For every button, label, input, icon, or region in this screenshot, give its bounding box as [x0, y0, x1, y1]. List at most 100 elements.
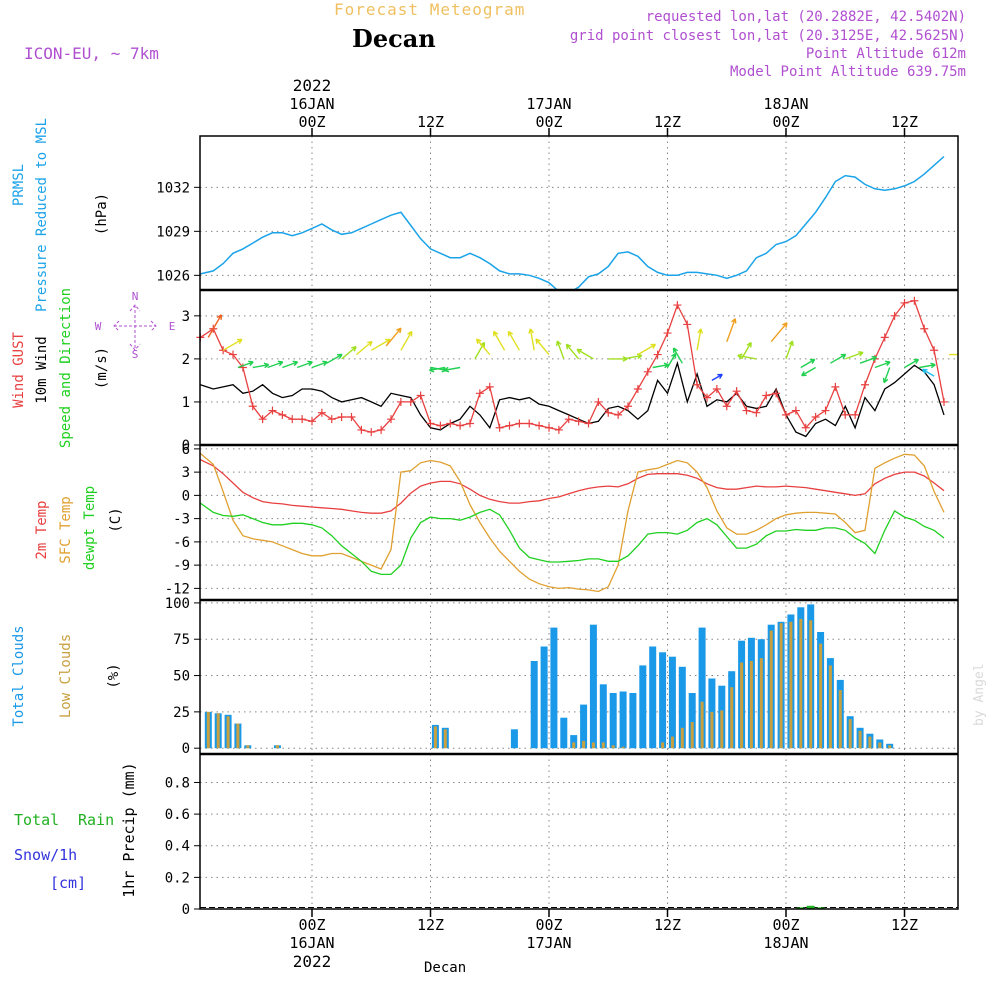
low-cloud-bar	[661, 742, 665, 749]
wind-arrow	[385, 327, 402, 347]
temp-2m-label: 2m Temp	[34, 500, 50, 559]
wind-arrow	[921, 368, 935, 377]
temperature-panel: 6 3 0 -3 -6 -9 -12	[165, 442, 958, 600]
precip-bar	[806, 905, 815, 909]
wind-arrow	[474, 341, 486, 360]
wind-arrow	[207, 314, 222, 338]
low-cloud-bar	[720, 710, 724, 749]
wind-arrow	[919, 362, 936, 369]
gust-marker	[841, 410, 850, 419]
gust-marker	[564, 415, 573, 424]
pressure-panel: 1026 1029 1032	[156, 136, 958, 290]
wind-unit: (m/s)	[94, 347, 110, 389]
wind-dir-label: Speed and Direction	[58, 288, 74, 448]
wind-arrow	[801, 366, 816, 377]
gust-marker	[456, 421, 465, 430]
y-tick-label: 3	[182, 309, 190, 325]
gust-marker	[772, 389, 781, 398]
gust-label: Wind GUST	[11, 332, 27, 408]
gust-marker	[643, 367, 652, 376]
wind-arrow	[535, 338, 550, 356]
bottom-time-label: 00Z	[535, 916, 562, 934]
gust-marker	[683, 320, 692, 329]
legend-snow-unit: [cm]	[50, 874, 86, 892]
wind-arrow	[785, 340, 794, 360]
total-cloud-bar	[550, 627, 558, 749]
total-cloud-bar	[609, 693, 617, 749]
low-cloud-bar	[216, 713, 220, 749]
low-cloud-bar	[740, 662, 744, 749]
pressure-label-2: Pressure Reduced to MSL	[34, 118, 50, 312]
panel-labels: PRMSL Pressure Reduced to MSL (hPa) Wind GU…	[11, 118, 959, 910]
gust-marker	[229, 350, 237, 359]
bottom-year-label: 2022	[293, 952, 332, 971]
low-cloud-bar	[246, 745, 250, 749]
y-tick-label: 3	[182, 465, 190, 481]
gust-marker	[831, 382, 840, 391]
low-cloud-bar	[749, 661, 753, 749]
y-tick-label: -6	[173, 535, 190, 551]
gust-marker	[920, 324, 929, 333]
gust-marker	[762, 391, 771, 400]
gust-marker	[752, 408, 761, 417]
temp-dewpt-line	[200, 502, 945, 576]
low-cloud-bar	[582, 740, 586, 749]
gust-marker	[545, 423, 553, 432]
gust-marker	[900, 298, 909, 307]
wind-arrow	[282, 360, 299, 369]
gust-marker	[515, 419, 524, 428]
total-cloud-bar	[619, 691, 627, 749]
low-cloud-bar	[236, 723, 240, 749]
wind-arrow	[696, 328, 704, 351]
top-time-label: 12Z	[654, 113, 681, 131]
wind-arrow	[252, 362, 270, 369]
temp-sfc-line	[200, 453, 945, 593]
wind-arrow	[726, 318, 737, 342]
top-time-axis: 00Z 12Z 00Z 12Z 00Z 12Z 16JAN 17JAN 18JAN 2022	[289, 76, 918, 136]
gust-marker	[288, 415, 297, 424]
low-cloud-bar	[591, 742, 595, 749]
gust-marker	[357, 425, 366, 434]
gust-marker	[347, 413, 356, 422]
location-title: Decan	[352, 24, 436, 53]
compass-south: S	[132, 348, 139, 361]
gust-marker	[821, 406, 830, 415]
gust-marker	[308, 417, 316, 426]
wind-arrow	[882, 367, 891, 384]
top-time-label: 00Z	[298, 113, 325, 131]
gust-marker	[693, 380, 702, 389]
gust-marker	[416, 391, 425, 400]
gust-marker	[258, 415, 267, 424]
gust-marker	[505, 421, 514, 430]
y-tick-label: -3	[173, 512, 190, 528]
clouds-unit: (%)	[106, 663, 122, 688]
y-tick-label: 0.2	[165, 870, 190, 886]
wind-arrow	[355, 340, 373, 356]
total-cloud-bar	[599, 684, 607, 749]
bottom-time-label: 00Z	[298, 916, 325, 934]
y-tick-label: -9	[173, 558, 190, 574]
top-date-label: 16JAN	[289, 95, 334, 113]
low-cloud-bar	[670, 736, 674, 749]
low-cloud-bar	[700, 701, 704, 749]
total-cloud-bar	[540, 646, 548, 749]
chart-frame	[199, 135, 959, 910]
low-cloud-bar	[572, 742, 576, 749]
model-altitude: Model Point Altitude 639.75m	[729, 64, 966, 80]
total-clouds-label: Total Clouds	[11, 625, 27, 726]
wind-arrow	[576, 348, 594, 360]
wind-arrow	[311, 360, 328, 369]
y-tick-label: 75	[173, 632, 190, 648]
compass-north: N	[132, 290, 139, 303]
low-cloud-bar	[690, 722, 694, 749]
wind-arrow	[859, 355, 878, 364]
legend-rain: Rain	[78, 811, 114, 829]
gust-marker	[712, 385, 721, 394]
gust-marker	[396, 397, 405, 406]
gust-marker	[554, 425, 563, 434]
low-cloud-bar	[769, 630, 773, 749]
total-cloud-bar	[589, 624, 597, 749]
temp-unit: (C)	[108, 507, 124, 532]
wind-arrow	[737, 353, 757, 360]
